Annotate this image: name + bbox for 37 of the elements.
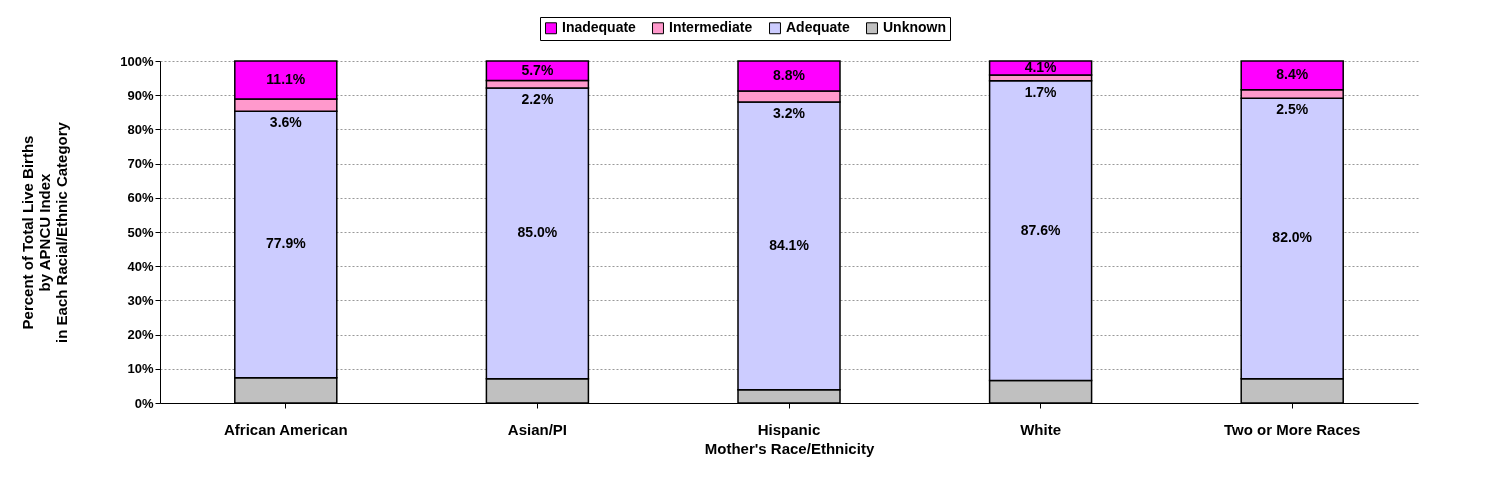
y-tick-label: 100% [120,53,154,69]
y-tick-label: 70% [127,156,154,172]
data-label: 8.4% [1276,66,1309,83]
data-label: 2.5% [1276,101,1309,118]
x-tick-label: Asian/PI [507,420,567,438]
y-tick-label: 40% [127,258,154,274]
legend-label: Adequate [786,19,850,36]
y-axis-title: Percent of Total Live Births by APNCU Index in Each Racial/Ethnic Category [19,121,71,343]
y-tick-label: 30% [127,292,154,308]
data-label: 85.0% [517,224,558,241]
legend-label: Unknown [883,19,946,36]
y-tick-label: 20% [127,327,154,343]
legend-label: Inadequate [562,19,637,36]
x-tick-label: Hispanic [757,420,821,438]
data-label: 82.0% [1272,229,1313,246]
data-label: 8.8% [773,67,806,84]
data-label: 2.2% [521,91,554,108]
y-tick-label: 80% [127,121,154,137]
data-label: 87.6% [1020,221,1061,238]
data-label: 3.6% [269,114,303,131]
data-label: 5.7% [521,61,554,78]
y-tick-label: 90% [127,87,154,103]
data-label: 77.9% [265,235,307,252]
y-tick-label: 50% [127,224,154,240]
x-tick-label: African American [223,420,348,438]
data-label: 3.2% [773,105,806,122]
data-label: 84.1% [769,236,810,253]
x-tick-label: Two or More Races [1223,420,1361,438]
x-tick-label: White [1020,420,1062,438]
data-label: 4.1% [1024,59,1058,76]
y-tick-label: 10% [127,361,154,377]
data-label: 11.1% [266,70,306,87]
x-axis-title: Mother's Race/Ethnicity [704,439,875,457]
y-tick-label: 60% [127,190,154,206]
legend-label: Intermediate [669,19,753,36]
y-tick-label: 0% [134,395,154,411]
data-label: 1.7% [1024,83,1058,100]
